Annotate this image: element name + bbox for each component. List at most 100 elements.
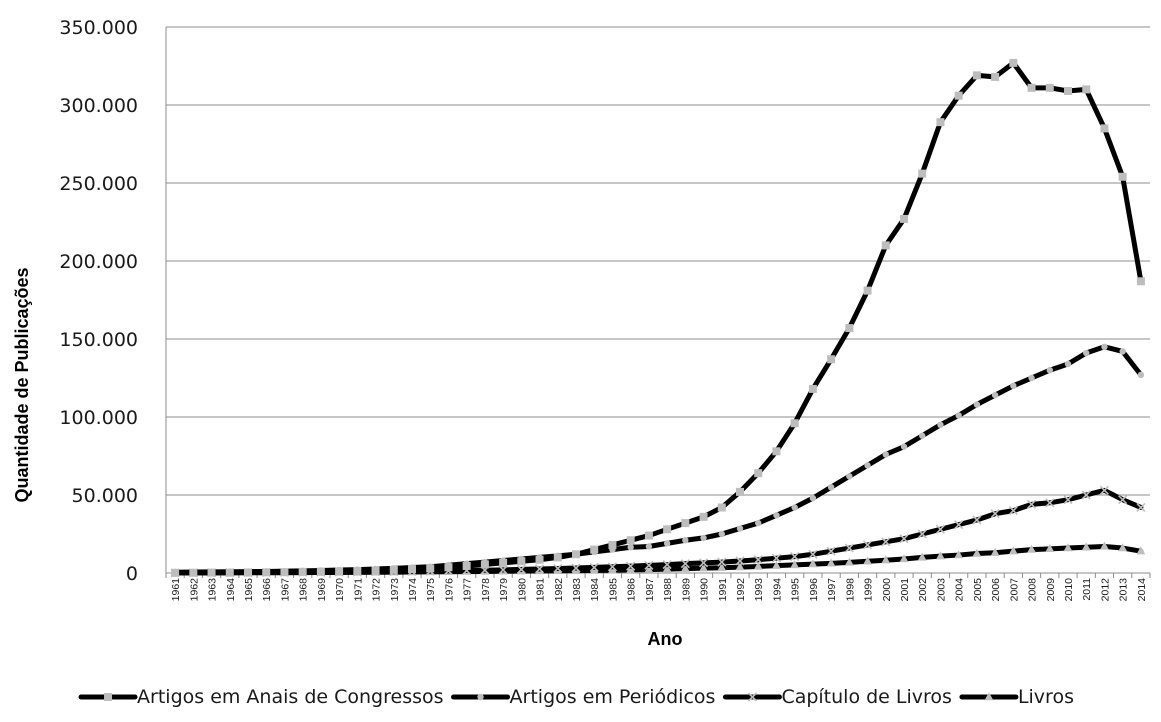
data-point bbox=[753, 555, 763, 565]
data-point bbox=[936, 551, 945, 560]
x-tick-label: 1975 bbox=[425, 578, 437, 602]
data-point bbox=[1009, 58, 1018, 67]
data-point bbox=[844, 543, 854, 553]
data-point bbox=[990, 509, 1000, 519]
data-point bbox=[863, 286, 872, 295]
data-point bbox=[935, 524, 946, 534]
data-point bbox=[207, 568, 216, 577]
data-point bbox=[645, 543, 653, 550]
data-point bbox=[1101, 343, 1108, 350]
x-tick-label: 1983 bbox=[571, 578, 583, 602]
x-tick-label: 1985 bbox=[607, 578, 619, 602]
data-point bbox=[225, 568, 234, 577]
data-point bbox=[955, 412, 962, 419]
data-point bbox=[408, 565, 416, 574]
x-tick-label: 2006 bbox=[990, 578, 1002, 602]
data-point bbox=[919, 432, 926, 439]
data-point bbox=[773, 512, 780, 519]
data-point bbox=[1026, 499, 1037, 509]
x-tick-label: 1969 bbox=[316, 578, 328, 602]
data-point bbox=[937, 421, 944, 428]
x-tick-label: 1965 bbox=[243, 578, 255, 602]
data-point bbox=[389, 565, 398, 574]
data-point bbox=[681, 519, 690, 528]
data-point bbox=[607, 562, 618, 572]
x-tick-label: 1997 bbox=[826, 578, 838, 602]
data-point bbox=[808, 384, 817, 393]
data-point bbox=[1083, 349, 1090, 357]
data-point bbox=[534, 564, 545, 574]
x-tick-label: 1979 bbox=[498, 578, 510, 602]
data-point bbox=[480, 560, 489, 569]
data-point bbox=[917, 529, 927, 539]
data-point bbox=[535, 555, 544, 564]
data-point bbox=[900, 443, 908, 450]
x-tick-label: 1971 bbox=[352, 578, 364, 602]
data-point bbox=[991, 391, 999, 399]
data-point bbox=[444, 563, 453, 572]
x-tick-label: 2001 bbox=[899, 578, 911, 602]
data-point bbox=[462, 561, 471, 570]
data-point bbox=[608, 565, 617, 574]
y-axis-title: Quantidade de Publicações bbox=[12, 267, 32, 502]
data-point bbox=[862, 540, 873, 550]
data-point bbox=[353, 566, 362, 575]
data-point bbox=[826, 558, 836, 567]
x-axis-title: Ano bbox=[648, 629, 683, 649]
series-line bbox=[172, 60, 1144, 576]
data-point bbox=[516, 564, 526, 574]
data-point bbox=[589, 562, 599, 572]
data-point bbox=[1008, 506, 1018, 516]
data-point bbox=[900, 214, 908, 223]
x-tick-label: 2000 bbox=[881, 578, 893, 602]
data-point bbox=[626, 536, 635, 545]
data-point bbox=[590, 545, 599, 554]
data-point bbox=[845, 324, 854, 333]
x-tick-label: 2004 bbox=[954, 578, 966, 602]
data-point bbox=[881, 555, 891, 564]
data-point bbox=[791, 504, 798, 511]
x-tick-label: 2005 bbox=[972, 578, 984, 602]
x-tick-label: 1977 bbox=[462, 578, 474, 602]
axes bbox=[165, 27, 1150, 574]
y-tick-label: 150.000 bbox=[59, 329, 138, 351]
x-tick-label: 1974 bbox=[407, 578, 419, 602]
data-point bbox=[936, 118, 945, 127]
series-0 bbox=[171, 58, 1145, 577]
x-tick-label: 1990 bbox=[699, 578, 711, 602]
data-point bbox=[917, 552, 927, 561]
x-tick-label: 1992 bbox=[735, 578, 747, 602]
data-point bbox=[972, 515, 982, 525]
data-point bbox=[335, 567, 344, 576]
data-point bbox=[280, 568, 289, 577]
data-point bbox=[790, 552, 800, 562]
data-point bbox=[626, 561, 636, 571]
legend-item: Artigos em Anais de Congressos bbox=[78, 686, 444, 708]
data-point bbox=[864, 462, 871, 469]
data-point bbox=[717, 562, 727, 571]
x-tick-label: 1987 bbox=[644, 578, 656, 602]
data-point bbox=[1137, 371, 1145, 379]
data-point bbox=[1046, 367, 1053, 374]
data-point bbox=[755, 519, 762, 527]
y-tick-label: 0 bbox=[126, 563, 138, 585]
data-point bbox=[735, 556, 745, 566]
data-point bbox=[1118, 172, 1127, 181]
data-point bbox=[954, 91, 963, 100]
data-point bbox=[1027, 83, 1036, 92]
data-point bbox=[826, 546, 836, 556]
data-point bbox=[680, 563, 690, 572]
data-point bbox=[298, 567, 307, 576]
x-tick-label: 2008 bbox=[1027, 578, 1039, 602]
x-tick-label: 1994 bbox=[771, 578, 783, 602]
data-point bbox=[553, 553, 562, 562]
data-point bbox=[1100, 541, 1109, 550]
data-point bbox=[718, 530, 725, 538]
data-point bbox=[1118, 543, 1128, 552]
legend-item: Artigos em Periódicos bbox=[451, 686, 715, 708]
x-tick-label: 1991 bbox=[717, 578, 729, 602]
x-tick-label: 1966 bbox=[261, 578, 273, 602]
data-point bbox=[735, 562, 745, 571]
data-point bbox=[846, 473, 853, 480]
x-tick-label: 1968 bbox=[298, 578, 310, 602]
